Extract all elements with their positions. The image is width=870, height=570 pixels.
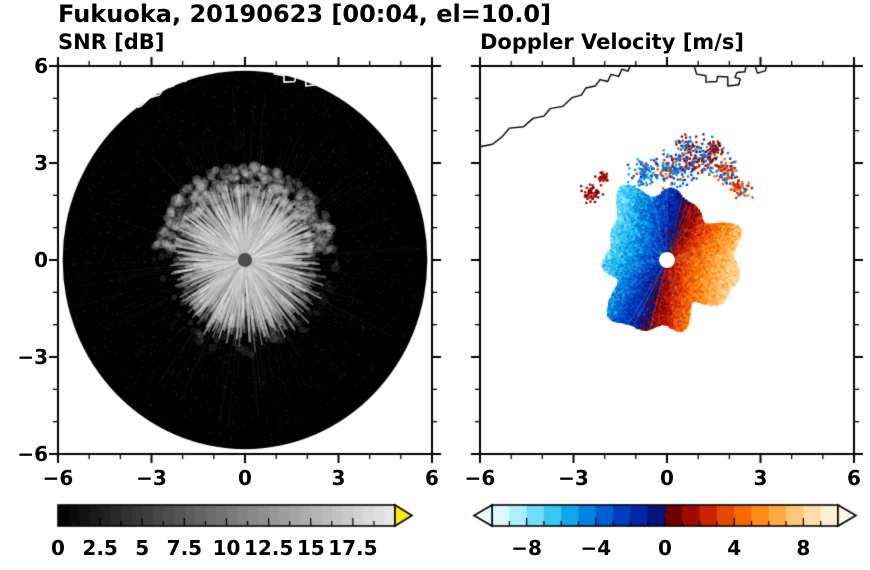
- velocity-panel-title: Doppler Velocity [m/s]: [480, 30, 744, 54]
- x-tick-label-velocity: 6: [847, 466, 861, 490]
- x-tick-label-snr: 3: [331, 466, 346, 490]
- velocity-colorbar-tick-label: −8: [511, 536, 542, 560]
- velocity-colorbar-tick-label: 8: [796, 536, 811, 560]
- x-tick-label-velocity: 3: [753, 466, 768, 490]
- y-tick-label: 6: [34, 54, 48, 78]
- snr-colorbar-tick-label: 10: [212, 536, 241, 560]
- velocity-colorbar-tick-label: 0: [658, 536, 672, 560]
- x-tick-label-snr: 0: [238, 466, 252, 490]
- snr-colorbar-tick-label: 12.5: [243, 536, 294, 560]
- x-tick-label-velocity: 0: [660, 466, 674, 490]
- y-tick-label: −3: [17, 345, 48, 369]
- velocity-colorbar-tick-label: −4: [580, 536, 612, 560]
- x-tick-label-velocity: −6: [464, 466, 496, 490]
- velocity-colorbar-tick-label: 4: [727, 536, 742, 560]
- snr-colorbar-tick-label: 7.5: [166, 536, 203, 560]
- snr-colorbar-tick-label: 15: [296, 536, 325, 560]
- x-tick-label-snr: −3: [136, 466, 167, 490]
- y-tick-label: −6: [17, 442, 48, 466]
- figure-title: Fukuoka, 20190623 [00:04, el=10.0]: [58, 0, 552, 28]
- x-tick-label-snr: −6: [42, 466, 74, 490]
- snr-colorbar-tick-label: 2.5: [82, 536, 118, 560]
- snr-colorbar-tick-label: 5: [135, 536, 150, 560]
- x-tick-label-snr: 6: [425, 466, 439, 490]
- y-tick-label: 0: [34, 248, 48, 272]
- x-tick-label-velocity: −3: [558, 466, 589, 490]
- snr-colorbar-tick-label: 17.5: [328, 536, 378, 560]
- snr-panel-title: SNR [dB]: [58, 30, 165, 54]
- snr-colorbar-tick-label: 0: [51, 536, 65, 560]
- y-tick-label: 3: [34, 151, 48, 175]
